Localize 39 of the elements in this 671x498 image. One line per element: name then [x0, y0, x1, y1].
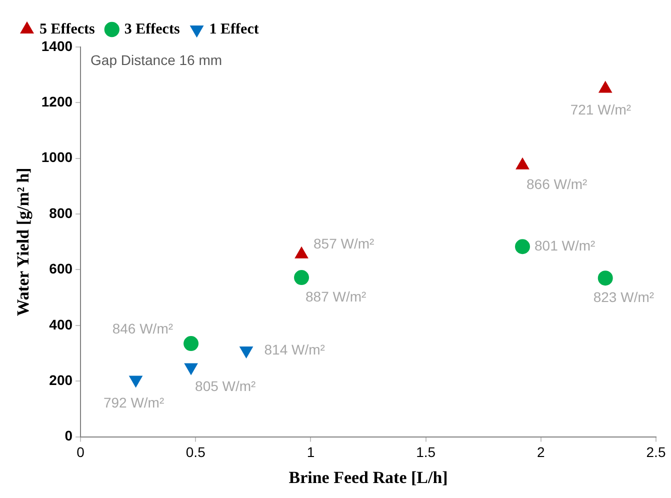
annotation: 814 W/m²: [264, 341, 326, 358]
annotation: 857 W/m²: [314, 235, 375, 252]
x-tick-label: 2: [537, 444, 546, 460]
annotation: 846 W/m²: [112, 320, 174, 336]
annotation: 805 W/m²: [195, 378, 256, 394]
legend-label: 1 Effect: [209, 21, 259, 38]
point: [294, 270, 310, 286]
y-tick-label: 1200: [41, 94, 73, 110]
x-tick-label: 0: [76, 444, 85, 460]
point: [598, 81, 612, 93]
y-tick-label: 1000: [41, 149, 73, 166]
x-tick-label: 0.5: [186, 444, 206, 460]
y-tick-label: 0: [64, 428, 73, 444]
annotation: 866 W/m²: [526, 176, 588, 192]
annotation: 801 W/m²: [534, 237, 596, 254]
y-tick-label: 800: [49, 204, 73, 221]
legend-label: 5 Effects: [40, 21, 96, 38]
x-tick-label: 1: [306, 444, 315, 460]
x-axis-title: Brine Feed Rate [L/h]: [288, 468, 448, 488]
annotation: 721 W/m²: [570, 102, 632, 118]
point: [184, 336, 199, 352]
legend-label: 3 Effects: [124, 21, 180, 38]
y-tick-label: 200: [49, 372, 73, 388]
y-axis-title: Water Yield [g/m² h]: [14, 168, 33, 316]
y-tick-label: 600: [49, 260, 73, 277]
point: [516, 158, 530, 170]
x-tick-label: 1.5: [416, 444, 436, 460]
point: [514, 239, 530, 254]
point: [240, 346, 253, 358]
annotation: 792 W/m²: [103, 394, 164, 411]
annotation: 887 W/m²: [306, 288, 367, 304]
x-tick-label: 2.5: [646, 444, 666, 460]
annotation: 823 W/m²: [593, 288, 654, 305]
point: [598, 270, 613, 286]
y-tick-label: 400: [49, 316, 73, 332]
y-tick-label: 1400: [41, 38, 73, 54]
point: [129, 376, 142, 388]
point: [184, 363, 198, 375]
annotation: Gap Distance 16 mm: [90, 52, 222, 68]
